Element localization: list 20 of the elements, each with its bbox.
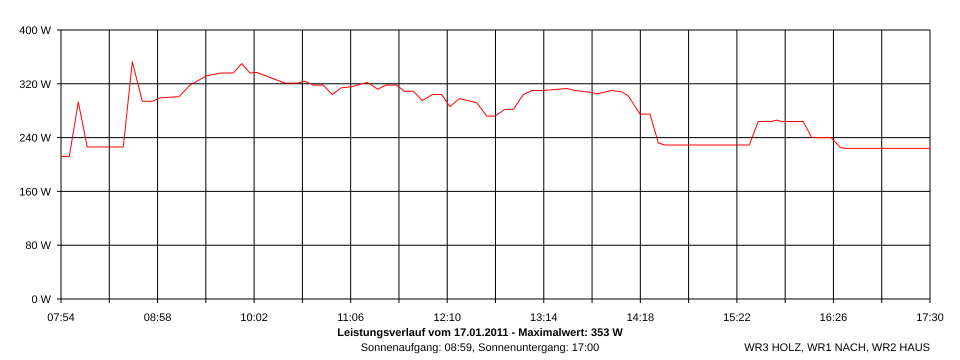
y-tick-label: 320 W (19, 78, 52, 91)
x-tick-label: 11:06 (337, 312, 364, 324)
y-tick-label: 80 W (25, 240, 52, 252)
text: WR3 HOLZ, WR1 NACH, WR2 HAUS (744, 342, 930, 354)
y-tick-label: 240 W (19, 132, 52, 145)
x-tick-label: 16:26 (820, 312, 848, 324)
x-tick-label: 10:02 (240, 312, 268, 324)
x-tick-label: 17:30 (916, 312, 944, 324)
x-tick-label: 07:54 (47, 312, 75, 324)
x-tick-label: 08:58 (144, 312, 172, 324)
x-tick-label: 14:18 (626, 312, 654, 324)
y-tick-label: 400 W (19, 25, 52, 37)
x-tick-label: 13:14 (530, 312, 558, 324)
text: Sonnenaufgang: 08:59, Sonnenuntergang: 17:00 (360, 342, 600, 354)
x-tick-label: 12:10 (433, 312, 461, 324)
y-tick-label: 160 W (19, 186, 52, 198)
y-tick-label: 0 W (31, 294, 52, 306)
x-tick-label: 15:22 (723, 312, 751, 324)
line-series (60, 61, 930, 157)
text: Leistungsverlauf vom 17.01.2011 - Maximalwert: 353 W (337, 327, 624, 339)
